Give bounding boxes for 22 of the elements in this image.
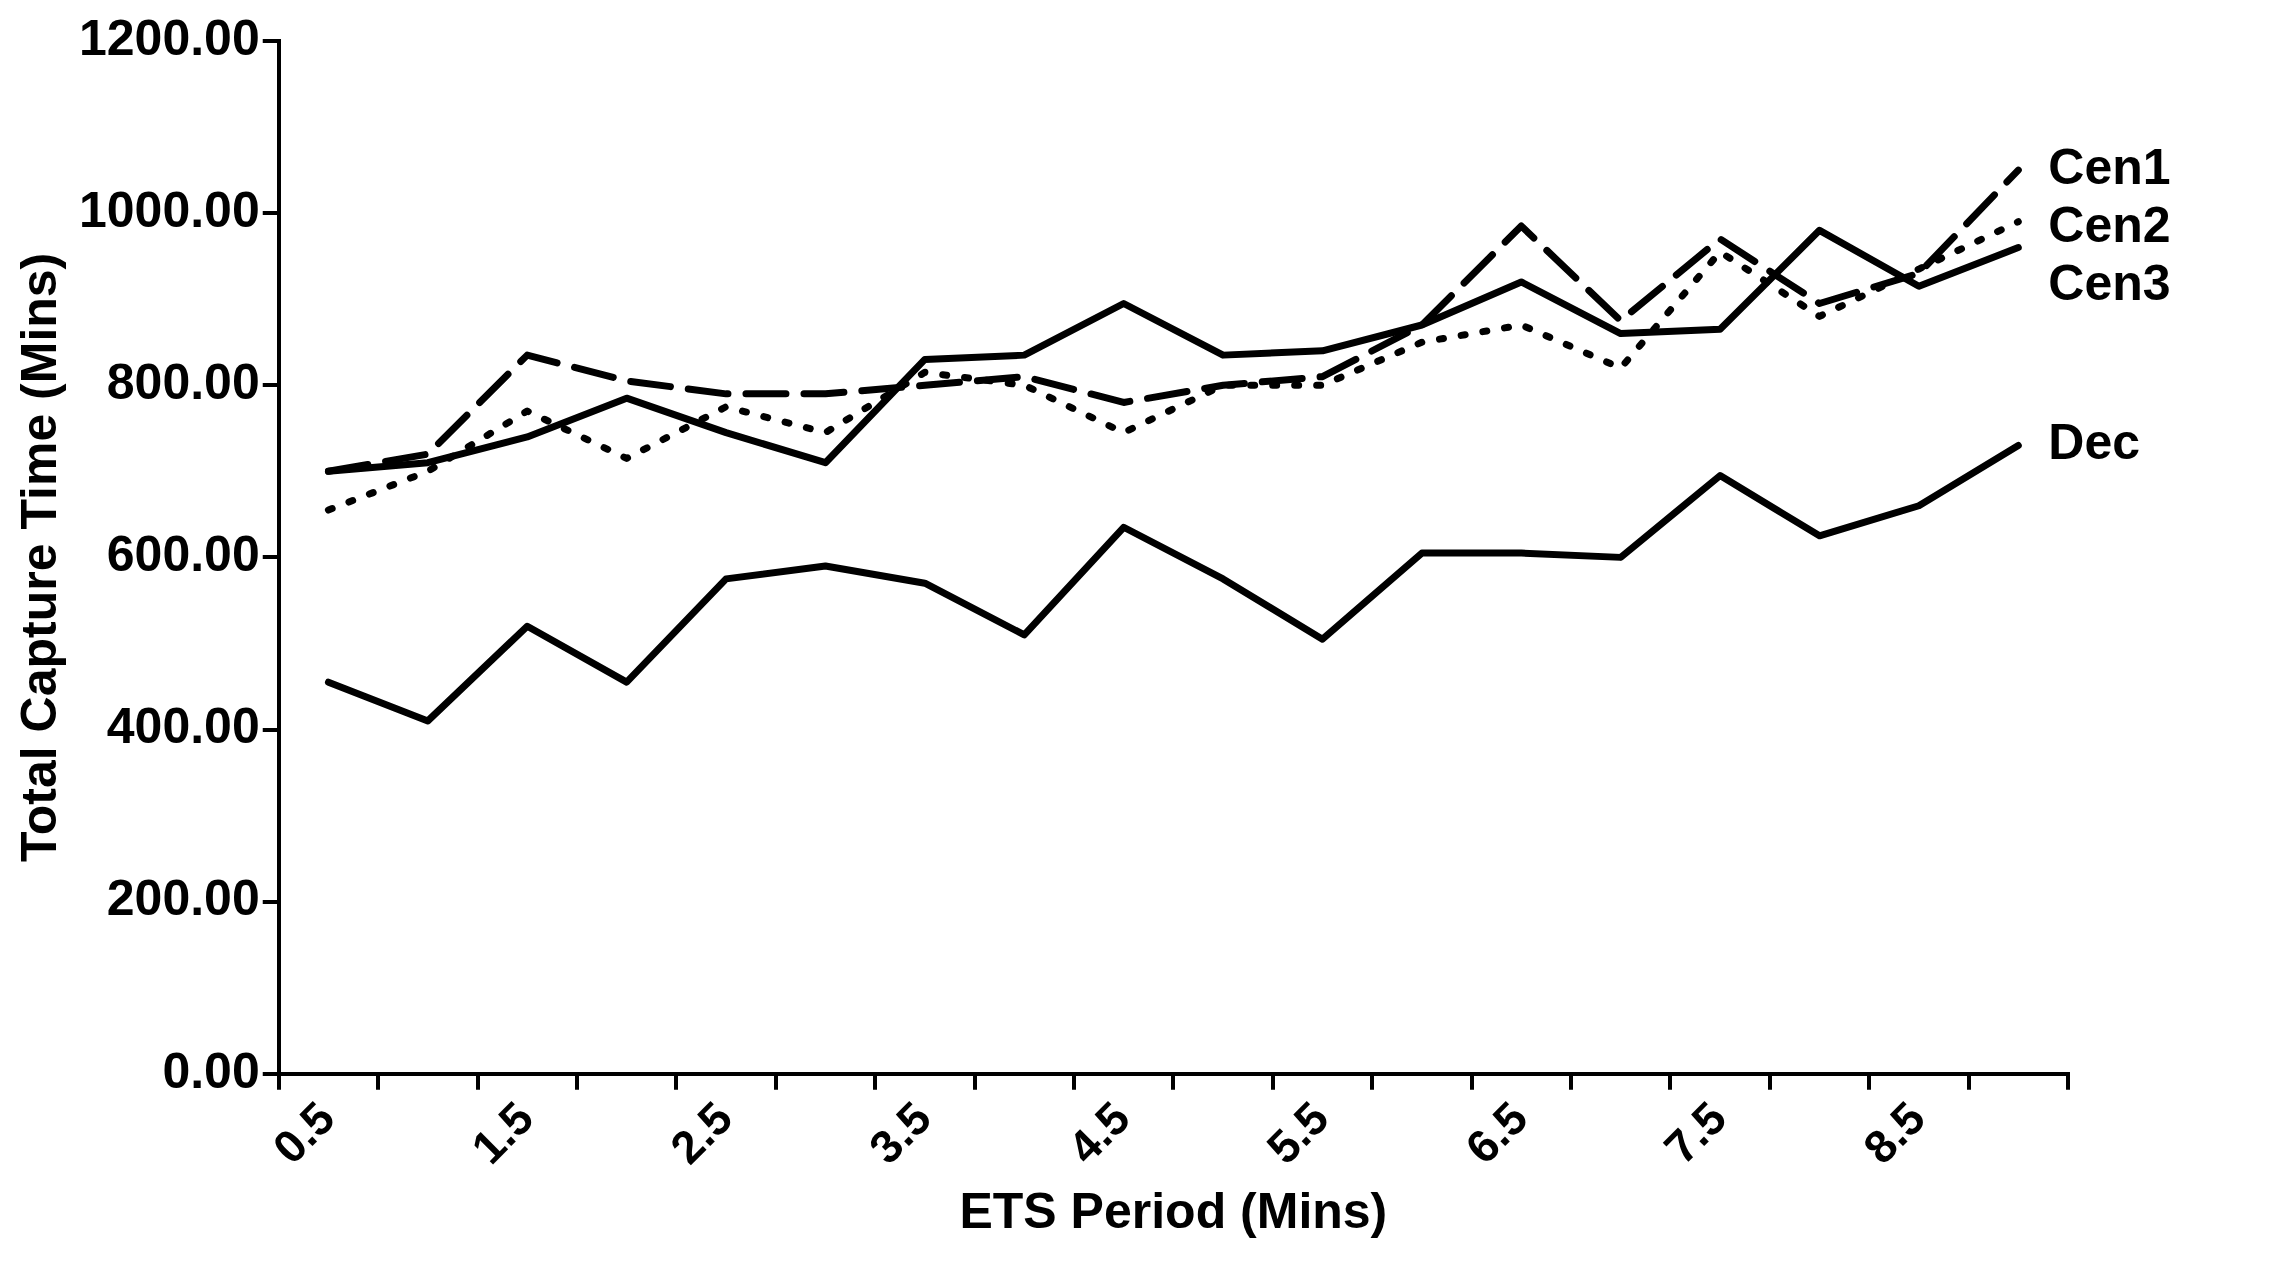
- series-label: Cen2: [2048, 196, 2171, 253]
- x-tick-label: 0.5: [262, 1091, 345, 1174]
- x-tick-label: 6.5: [1455, 1091, 1538, 1174]
- y-tick-label: 0.00: [162, 1042, 260, 1099]
- x-axis-title: ETS Period (Mins): [959, 1182, 1388, 1239]
- x-tick-label: 4.5: [1057, 1091, 1140, 1174]
- y-tick-label: 1000.00: [78, 181, 260, 238]
- series-label: Cen1: [2048, 138, 2171, 195]
- y-tick-label: 200.00: [106, 870, 260, 927]
- series-label: Cen3: [2048, 254, 2171, 311]
- y-tick-label: 400.00: [106, 698, 260, 755]
- y-tick-label: 1200.00: [78, 9, 260, 66]
- y-tick-label: 600.00: [106, 526, 260, 583]
- x-tick-label: 5.5: [1256, 1091, 1339, 1174]
- y-tick-label: 800.00: [106, 354, 260, 411]
- y-axis-title: Total Capture Time (Mins): [10, 252, 67, 863]
- x-tick-label: 1.5: [461, 1091, 544, 1174]
- x-tick-label: 7.5: [1654, 1091, 1737, 1174]
- x-tick-label: 8.5: [1852, 1091, 1935, 1174]
- x-tick-label: 3.5: [858, 1091, 941, 1174]
- x-tick-label: 2.5: [660, 1091, 743, 1174]
- series-label: Dec: [2048, 414, 2141, 471]
